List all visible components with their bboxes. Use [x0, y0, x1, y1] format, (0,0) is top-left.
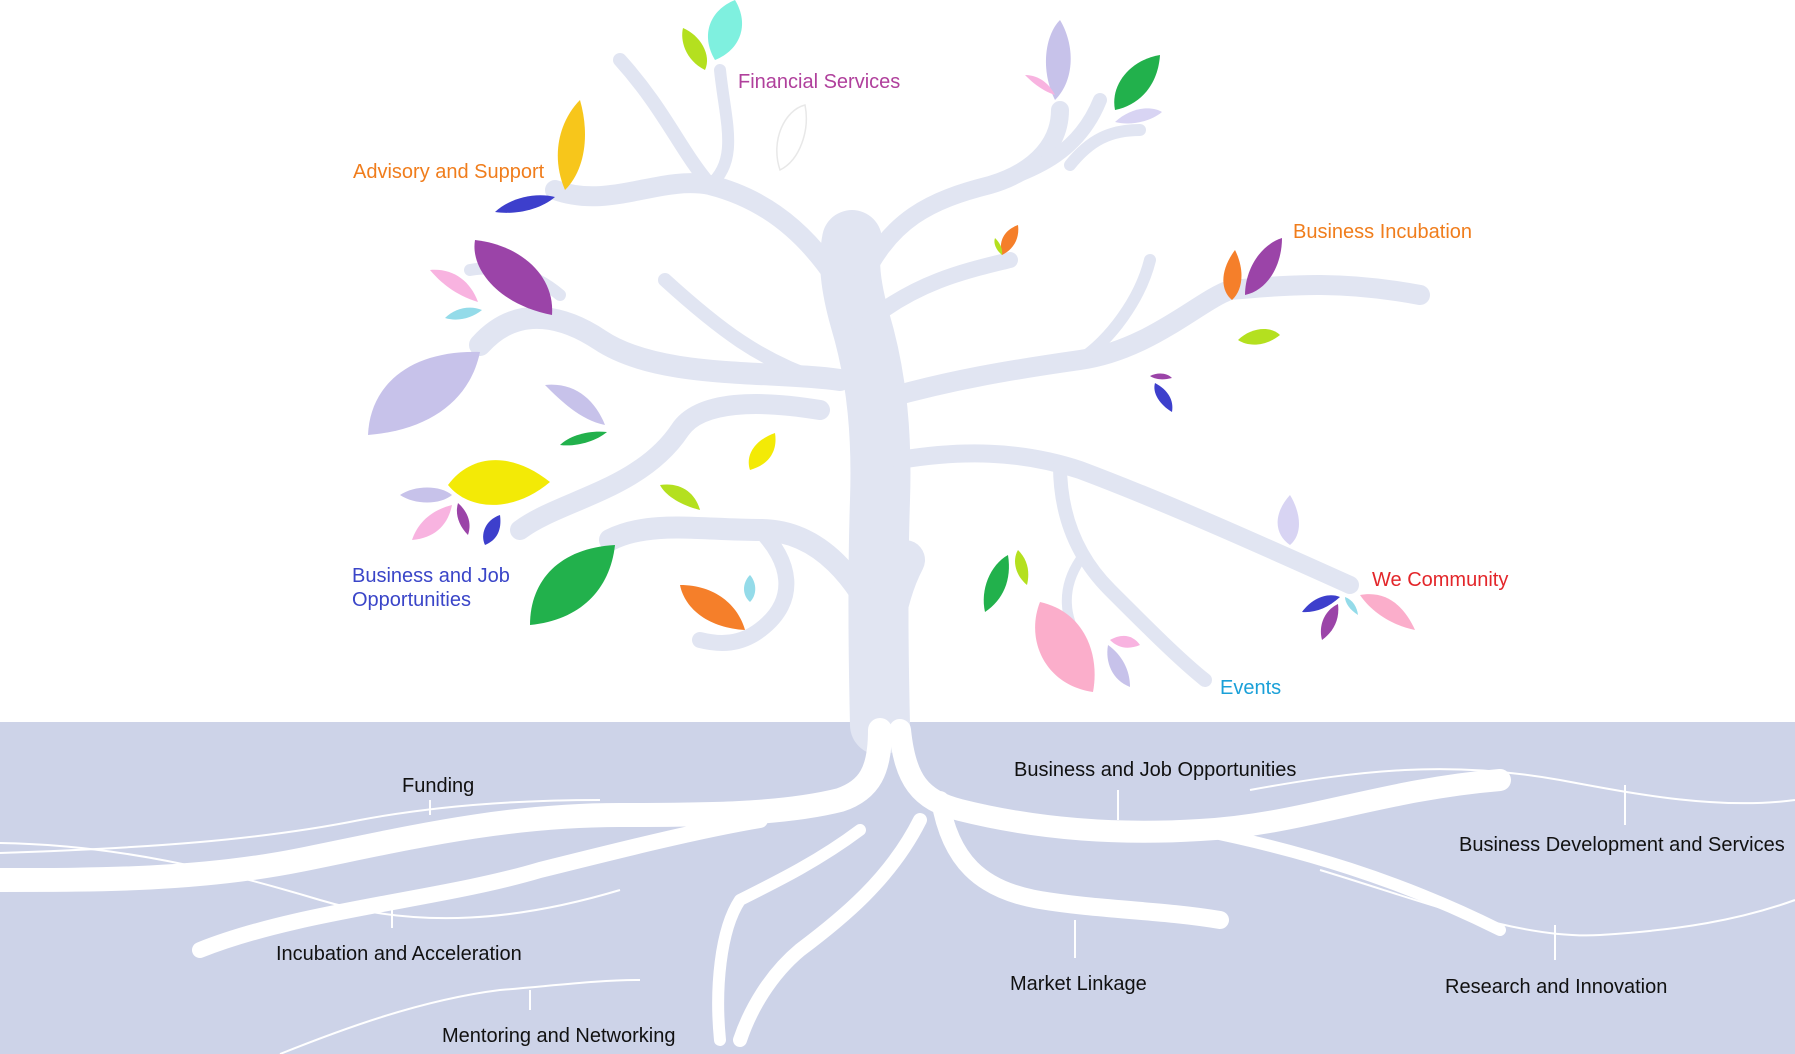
leaf [474, 240, 553, 315]
label-business-incubation: Business Incubation [1293, 221, 1472, 243]
label-business-and-job-opportunities-line2: Opportunities [352, 589, 471, 611]
leaf [1115, 108, 1162, 124]
leaf [994, 238, 1003, 255]
label-events: Events [1220, 677, 1281, 699]
leaf [983, 555, 1009, 612]
leaf [445, 307, 482, 320]
ground-lines [0, 768, 1795, 1054]
leaf [483, 515, 501, 545]
leaf [448, 460, 550, 505]
leaf [368, 351, 480, 435]
leaf [682, 28, 708, 70]
leaf [456, 503, 470, 535]
leaf [1107, 645, 1130, 687]
label-research-and-innovation: Research and Innovation [1445, 976, 1667, 998]
leaf [1000, 225, 1019, 255]
leaf [1114, 55, 1160, 110]
leaf [1238, 328, 1280, 345]
label-financial-services: Financial Services [738, 71, 900, 93]
leaf [530, 545, 615, 625]
label-business-development-and-services: Business Development and Services [1459, 834, 1785, 856]
label-advisory-and-support: Advisory and Support [353, 161, 545, 183]
leaf [707, 0, 743, 60]
leaf [1110, 635, 1140, 648]
leaf [412, 505, 452, 540]
label-root-business-and-job-opportunities: Business and Job Opportunities [1014, 759, 1296, 781]
leaf [400, 487, 452, 503]
leaf [680, 585, 745, 630]
leaf [1154, 383, 1173, 412]
leaf [1277, 495, 1299, 545]
leaf [557, 100, 585, 190]
leaf [1025, 75, 1055, 95]
leaf [1245, 238, 1282, 295]
label-market-linkage: Market Linkage [1010, 973, 1147, 995]
label-business-and-job-opportunities-line1: Business and Job [352, 565, 510, 587]
leaf [1045, 20, 1071, 100]
label-funding: Funding [402, 775, 474, 797]
leaf [744, 575, 756, 602]
leaf [1302, 595, 1340, 613]
leaf [1223, 250, 1242, 300]
label-we-community: We Community [1372, 569, 1508, 591]
leaf [560, 431, 607, 446]
leaf [545, 384, 605, 425]
leaf [430, 269, 478, 302]
leaf [1015, 550, 1029, 585]
root-tick-marks [391, 785, 1626, 1010]
leaf [495, 195, 555, 213]
leaf [660, 484, 700, 510]
leaf [776, 104, 807, 172]
tree-branches [464, 53, 1430, 755]
leaf [1150, 373, 1172, 380]
ground-area [0, 722, 1795, 1054]
leaf [1360, 594, 1415, 630]
tree-roots [0, 718, 1511, 1047]
leaf [1320, 604, 1339, 640]
leaf [1345, 597, 1358, 615]
tree-leaves [368, 0, 1415, 692]
label-mentoring-and-networking: Mentoring and Networking [442, 1025, 675, 1047]
leaf [1035, 602, 1095, 692]
label-incubation-and-acceleration: Incubation and Acceleration [276, 943, 522, 965]
leaf [748, 433, 776, 470]
